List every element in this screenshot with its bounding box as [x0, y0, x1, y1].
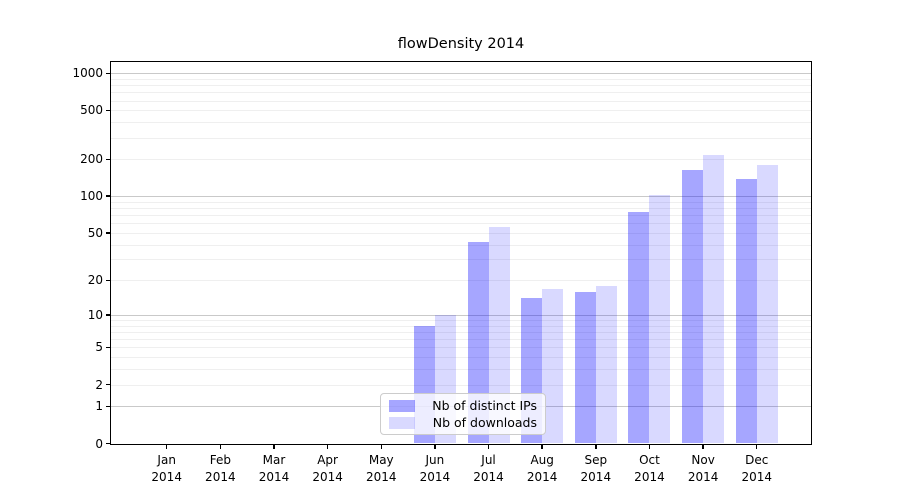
x-tick-label: May 2014 [365, 452, 397, 484]
gridline [111, 215, 811, 217]
x-tick-mark [541, 443, 543, 449]
bar-downloads-aug [542, 288, 564, 444]
legend-label-distinct-ips: Nb of distinct IPs [432, 398, 537, 413]
gridline [111, 325, 811, 327]
y-tick-mark [106, 279, 111, 282]
y-tick-mark [106, 383, 111, 386]
gridline [111, 369, 811, 371]
gridline [111, 320, 811, 322]
x-tick-mark [595, 443, 597, 449]
gridline [111, 223, 811, 225]
x-tick-label: Oct 2014 [634, 452, 665, 484]
y-tick-label: 10 [87, 308, 103, 322]
y-tick-label: 2 [95, 377, 103, 392]
y-tick-label: 50 [87, 225, 103, 240]
y-tick-mark [106, 314, 111, 316]
bar-downloads-jul [488, 226, 510, 444]
gridline [111, 347, 811, 349]
legend-item-distinct-ips: Nb of distinct IPs [389, 398, 537, 413]
x-tick-mark [273, 443, 275, 449]
bar-downloads-nov [703, 154, 725, 444]
y-tick-mark [106, 158, 111, 161]
legend-swatch-distinct-ips [389, 399, 415, 412]
x-tick-mark [165, 443, 168, 449]
y-tick-label: 100 [80, 189, 103, 204]
gridline [111, 122, 811, 124]
bar-distinct-ips-sep [574, 291, 596, 444]
legend-swatch-downloads [389, 416, 415, 429]
y-tick-mark [106, 346, 111, 349]
x-tick-label: Jun 2014 [419, 452, 451, 484]
gridline [111, 259, 811, 261]
gridline [111, 332, 811, 334]
gridline [111, 384, 811, 386]
y-tick-mark [106, 232, 111, 234]
gridline [111, 159, 811, 161]
x-tick-label: Apr 2014 [312, 452, 343, 484]
y-tick-label: 0 [95, 436, 103, 451]
y-tick-mark [106, 405, 111, 408]
x-tick-label: Sep 2014 [580, 452, 612, 484]
bar-downloads-dec [756, 164, 778, 444]
y-tick-label: 200 [80, 152, 103, 167]
bar-distinct-ips-dec [735, 179, 757, 444]
x-tick-mark [326, 443, 329, 449]
x-tick-mark [487, 443, 490, 449]
gridline [111, 73, 811, 75]
y-tick-label: 20 [87, 273, 103, 288]
x-tick-mark [380, 443, 382, 449]
legend: Nb of distinct IPs Nb of downloads [380, 393, 546, 435]
x-tick-label: Aug 2014 [526, 452, 558, 484]
x-tick-mark [434, 443, 436, 449]
gridline [111, 196, 811, 198]
gridline [111, 201, 811, 203]
gridline [111, 92, 811, 94]
x-tick-label: Feb 2014 [205, 452, 236, 484]
y-tick-mark [106, 195, 111, 197]
x-tick-label: Jan 2014 [151, 452, 182, 484]
y-tick-label: 1 [95, 399, 103, 414]
x-tick-label: Dec 2014 [741, 452, 773, 484]
y-tick-label: 5 [95, 340, 103, 355]
legend-label-downloads: Nb of downloads [432, 415, 537, 430]
y-tick-mark [106, 442, 111, 445]
gridline [111, 244, 811, 246]
y-tick-mark [106, 72, 111, 75]
gridline [111, 85, 811, 87]
x-tick-mark [648, 443, 651, 449]
gridline [111, 357, 811, 359]
gridline [111, 110, 811, 112]
legend-item-downloads: Nb of downloads [389, 415, 537, 430]
x-tick-mark [702, 443, 704, 449]
bar-downloads-oct [649, 194, 671, 444]
x-tick-mark [755, 443, 758, 449]
gridline [111, 280, 811, 282]
y-tick-label: 500 [80, 103, 103, 118]
bar-distinct-ips-nov [682, 169, 704, 444]
gridline [111, 315, 811, 316]
gridline [111, 208, 811, 210]
gridline [111, 137, 811, 139]
y-tick-label: 1000 [72, 66, 103, 81]
bar-distinct-ips-oct [628, 212, 650, 444]
chart-title: flowDensity 2014 [397, 36, 525, 52]
x-tick-label: Mar 2014 [258, 452, 290, 484]
x-tick-label: Nov 2014 [687, 452, 719, 484]
gridline [111, 100, 811, 102]
gridline [111, 78, 811, 80]
x-tick-mark [219, 443, 222, 449]
y-tick-mark [106, 109, 111, 112]
gridline [111, 339, 811, 341]
x-tick-label: Jul 2014 [473, 452, 504, 484]
gridline [111, 232, 811, 234]
bar-downloads-sep [595, 285, 617, 444]
